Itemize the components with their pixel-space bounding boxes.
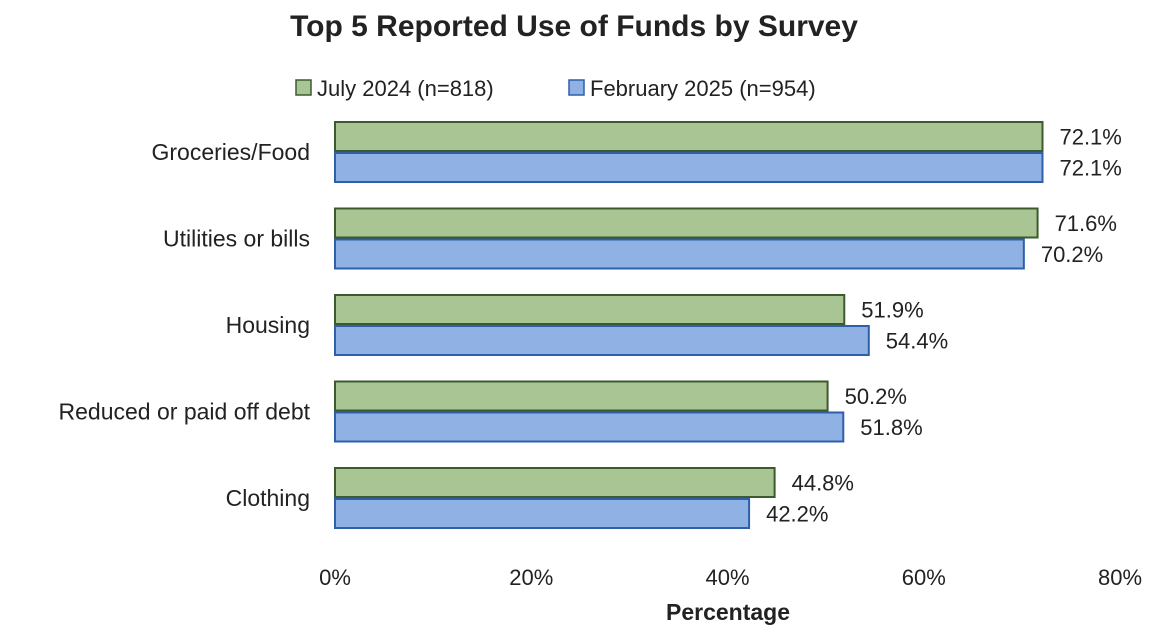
- value-labels: 72.1% 72.1% 71.6% 70.2% 51.9% 54.4% 50.2% 51.8%…: [766, 125, 1122, 527]
- data-label: 54.4%: [886, 329, 948, 354]
- data-label: 71.6%: [1055, 211, 1117, 236]
- data-label: 42.2%: [766, 502, 828, 527]
- legend-label-february: February 2025 (n=954): [590, 76, 816, 101]
- category-label: Utilities or bills: [163, 226, 310, 252]
- bar-july: [334, 207, 1039, 239]
- x-axis-ticks: 0% 20% 40% 60% 80%: [319, 565, 1142, 590]
- data-label: 70.2%: [1041, 242, 1103, 267]
- x-tick-label: 80%: [1098, 565, 1142, 590]
- bar-february: [334, 152, 1044, 183]
- category-label: Reduced or paid off debt: [59, 399, 311, 425]
- x-tick-label: 60%: [902, 565, 946, 590]
- data-label: 44.8%: [792, 471, 854, 496]
- x-tick-label: 0%: [319, 565, 351, 590]
- x-tick-label: 40%: [705, 565, 749, 590]
- data-label: 72.1%: [1059, 125, 1121, 150]
- data-label: 72.1%: [1059, 156, 1121, 181]
- chart-title: Top 5 Reported Use of Funds by Survey: [290, 10, 858, 43]
- category-label: Clothing: [226, 485, 310, 511]
- category-label: Groceries/Food: [151, 139, 310, 165]
- bar-july: [334, 121, 1044, 152]
- bar-july: [334, 467, 776, 498]
- bar-february: [334, 498, 751, 529]
- bar-february: [334, 325, 870, 356]
- data-label: 51.9%: [861, 298, 923, 323]
- x-axis-title: Percentage: [666, 599, 790, 625]
- bar-february: [334, 411, 845, 443]
- data-label: 50.2%: [845, 384, 907, 409]
- legend-swatch-february: [568, 79, 585, 96]
- data-label: 51.8%: [860, 415, 922, 440]
- x-tick-label: 20%: [509, 565, 553, 590]
- category-labels: Groceries/Food Utilities or bills Housing R…: [59, 139, 311, 511]
- bar-july: [334, 380, 829, 412]
- legend-swatch-july: [295, 79, 312, 96]
- category-label: Housing: [226, 312, 310, 338]
- bar-july: [334, 294, 846, 325]
- bar-february: [334, 238, 1025, 270]
- bars: [334, 121, 1044, 529]
- legend: July 2024 (n=818) February 2025 (n=954): [295, 76, 816, 101]
- legend-label-july: July 2024 (n=818): [317, 76, 494, 101]
